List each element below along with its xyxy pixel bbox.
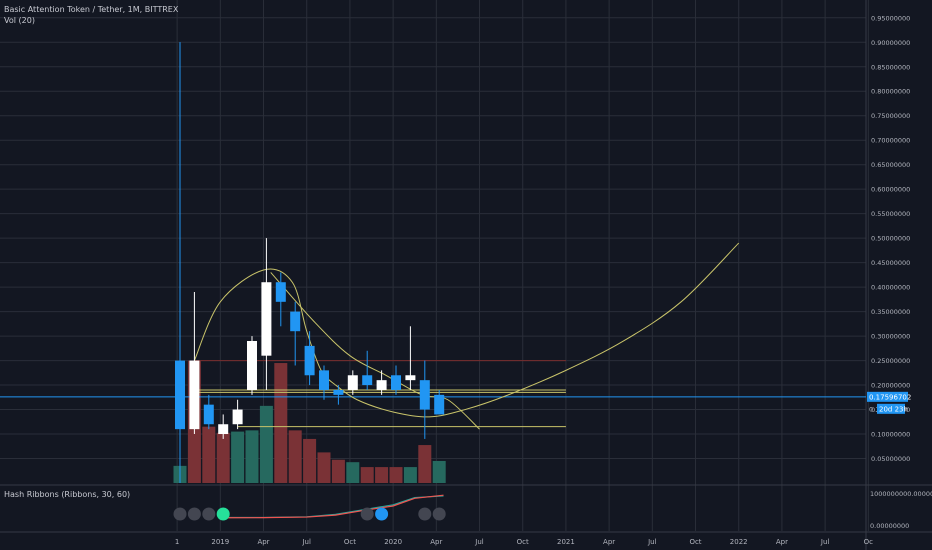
candle-body[interactable]: [275, 282, 286, 302]
drawn-curve-trend: [270, 272, 480, 430]
y-tick-label: 0.60000000: [871, 186, 910, 194]
candle-body[interactable]: [175, 360, 185, 430]
x-tick-label: Oct: [689, 538, 701, 546]
signal-dot-gray: [418, 507, 432, 521]
y-tick-label: 0.55000000: [871, 210, 910, 218]
volume-bar: [202, 426, 216, 483]
volume-bar: [231, 431, 245, 483]
volume-bar: [360, 467, 374, 483]
y-tick-label: 0.45000000: [871, 259, 910, 267]
candle-body[interactable]: [304, 345, 315, 376]
y-tick-label: 0.25000000: [871, 357, 910, 365]
volume-bar: [403, 467, 417, 483]
volume-bar: [331, 459, 345, 483]
signal-dot-green: [216, 507, 230, 521]
countdown-tag-label: 20d 23h: [879, 405, 908, 413]
y-tick-label: 0.65000000: [871, 161, 910, 169]
x-tick-label: Apr: [430, 538, 442, 546]
y-tick-label: 0.20000000: [871, 382, 910, 390]
y-tick-label: 0.40000000: [871, 284, 910, 292]
x-tick-label: 2020: [384, 538, 402, 546]
drawn-curve-cup: [335, 242, 740, 418]
x-tick-label: 2022: [730, 538, 748, 546]
y-tick-label: 0.85000000: [871, 63, 910, 71]
candle-body[interactable]: [333, 389, 344, 395]
volume-bar: [432, 460, 446, 483]
x-tick-label: 1: [175, 538, 179, 546]
current-price-tag[interactable]: [867, 391, 908, 402]
candle-body[interactable]: [189, 360, 200, 430]
countdown-tag: [877, 403, 905, 414]
candle-body[interactable]: [434, 394, 445, 415]
y-tick-label: 0.70000000: [871, 137, 910, 145]
x-tick-label: Jul: [820, 538, 830, 546]
y-tick-label: 0.05000000: [871, 455, 910, 463]
volume-bar: [317, 452, 331, 483]
countdown-value: 0.1: [869, 405, 879, 413]
y-tick-label: 0.75000000: [871, 112, 910, 120]
candle-body[interactable]: [218, 424, 229, 435]
candle-body[interactable]: [232, 409, 243, 425]
indicator-axis-label-bottom: 0.00000000: [870, 522, 909, 530]
x-tick-label: Apr: [603, 538, 615, 546]
candle-body[interactable]: [362, 375, 373, 386]
drawn-curve-arc: [193, 268, 336, 386]
x-tick-label: 2021: [557, 538, 575, 546]
candle-body[interactable]: [203, 404, 214, 425]
signal-dot-gray: [360, 507, 374, 521]
signal-dot-blue: [375, 507, 389, 521]
volume-bar: [303, 438, 317, 483]
volume-bar: [418, 445, 432, 483]
volume-bar: [259, 405, 273, 483]
x-tick-label: Apr: [776, 538, 788, 546]
x-tick-label: 2019: [211, 538, 229, 546]
indicator-legend: Hash Ribbons (Ribbons, 30, 60): [4, 490, 131, 499]
candle-body[interactable]: [247, 340, 257, 390]
ribbon-red-line: [220, 494, 444, 519]
volume-bar: [375, 467, 389, 483]
volume-bar: [245, 430, 259, 483]
y-tick-label: 0.50000000: [871, 235, 910, 243]
y-tick-label: 0.10000000: [871, 431, 910, 439]
y-tick-label: 0.95000000: [871, 14, 910, 22]
y-tick-label: 0.30000000: [871, 333, 910, 341]
candle-body[interactable]: [261, 282, 272, 356]
volume-bar: [216, 432, 230, 483]
ribbon-teal-line: [220, 495, 444, 519]
candle-body[interactable]: [347, 375, 358, 390]
volume-bar: [389, 467, 403, 483]
y-tick-label: 0.35000000: [871, 308, 910, 316]
candle-body[interactable]: [391, 375, 401, 390]
candle-body[interactable]: [319, 370, 329, 390]
volume-bar: [346, 462, 360, 483]
volume-legend: Vol (20): [4, 16, 35, 25]
signal-dot-gray: [202, 507, 216, 521]
signal-dot-gray: [432, 507, 446, 521]
x-tick-label: Jul: [647, 538, 657, 546]
chart-title: Basic Attention Token / Tether, 1M, BITT…: [4, 5, 179, 14]
signal-dot-gray: [173, 507, 187, 521]
candle-body[interactable]: [290, 311, 301, 332]
volume-bar: [288, 430, 302, 483]
candle-body[interactable]: [376, 380, 387, 390]
indicator-axis-label-top: 1000000000.00000000: [870, 490, 932, 498]
x-tick-label: Oct: [344, 538, 356, 546]
y-tick-label: 0.80000000: [871, 88, 910, 96]
x-tick-label: Oct: [517, 538, 529, 546]
candle-body[interactable]: [405, 375, 416, 381]
x-tick-label: Jul: [301, 538, 311, 546]
x-tick-label: Apr: [257, 538, 269, 546]
x-tick-label: Oc: [864, 538, 874, 546]
x-tick-label: Jul: [474, 538, 484, 546]
current-price-tag-label: 0.17596702: [869, 393, 911, 401]
volume-bar: [274, 363, 288, 483]
y-tick-label: 0.90000000: [871, 39, 910, 47]
candle-body[interactable]: [419, 380, 430, 410]
signal-dot-gray: [187, 507, 201, 521]
